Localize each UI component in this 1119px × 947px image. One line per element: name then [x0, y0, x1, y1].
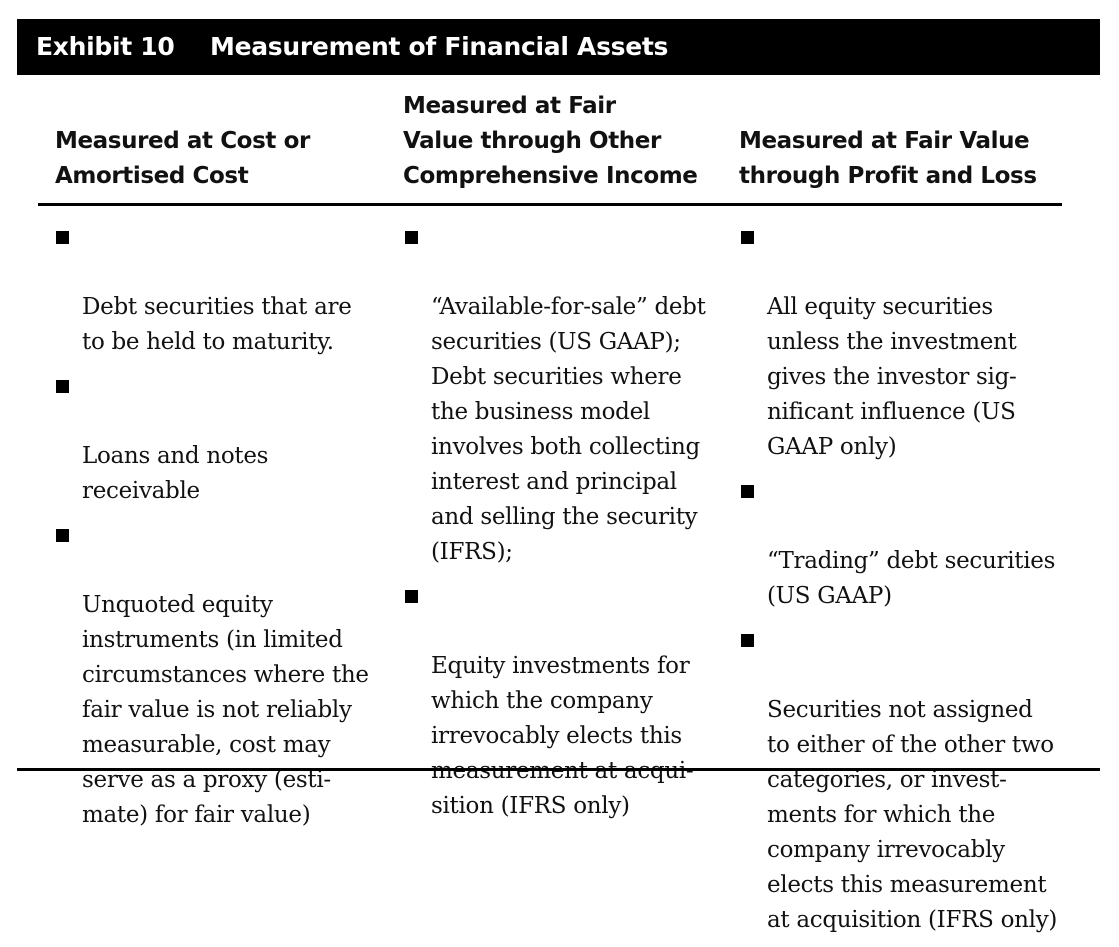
list-item-text: “Available-for-sale” debt securities (US… — [431, 294, 706, 565]
square-bullet-icon — [741, 485, 754, 498]
list-item: Loans and notes receivable — [56, 369, 386, 509]
list-item-text: Unquoted equity instruments (in limited … — [82, 592, 369, 828]
list-item-text: Securities not assigned to either of the… — [767, 697, 1058, 933]
list-item-text: Equity investments for which the company… — [431, 653, 694, 819]
square-bullet-icon — [56, 380, 69, 393]
list-item-text: “Trading” debt securities (US GAAP) — [767, 548, 1056, 609]
list-item: Debt securities that are to be held to m… — [56, 220, 386, 360]
list-item-text: Loans and notes receivable — [82, 443, 269, 504]
square-bullet-icon — [56, 231, 69, 244]
list-item: All equity securities unless the investm… — [741, 220, 1071, 465]
column-heading-fvoci: Measured at Fair Value through Other Com… — [403, 93, 698, 189]
exhibit-title-bar: Exhibit 10 Measurement of Financial Asse… — [17, 19, 1100, 75]
column-fvoci: “Available-for-sale” debt securities (US… — [405, 220, 725, 833]
bottom-divider — [17, 768, 1100, 771]
square-bullet-icon — [741, 231, 754, 244]
column-heading-fvpl: Measured at Fair Value through Profit an… — [739, 128, 1037, 189]
column-cost: Debt securities that are to be held to m… — [56, 220, 386, 842]
list-item: “Trading” debt securities (US GAAP) — [741, 474, 1071, 614]
table-header-row: Measured at Cost or Amortised Cost Measu… — [17, 88, 1062, 194]
bullet-list: Debt securities that are to be held to m… — [56, 220, 386, 833]
exhibit-label: Exhibit 10 — [36, 32, 175, 61]
list-item-text: Debt securities that are to be held to m… — [82, 294, 352, 355]
list-item-text: All equity securities unless the investm… — [767, 294, 1017, 460]
bullet-list: “Available-for-sale” debt securities (US… — [405, 220, 725, 824]
list-item: Equity investments for which the company… — [405, 579, 725, 824]
header-divider — [38, 203, 1062, 206]
square-bullet-icon — [405, 590, 418, 603]
exhibit-title: Measurement of Financial Assets — [210, 32, 669, 61]
bullet-list: All equity securities unless the investm… — [741, 220, 1071, 938]
list-item: Unquoted equity instruments (in limited … — [56, 518, 386, 833]
column-heading-cost: Measured at Cost or Amortised Cost — [55, 128, 310, 189]
square-bullet-icon — [56, 529, 69, 542]
list-item: “Available-for-sale” debt securities (US… — [405, 220, 725, 570]
list-item: Securities not assigned to either of the… — [741, 623, 1071, 938]
square-bullet-icon — [741, 634, 754, 647]
square-bullet-icon — [405, 231, 418, 244]
column-fvpl: All equity securities unless the investm… — [741, 220, 1071, 947]
